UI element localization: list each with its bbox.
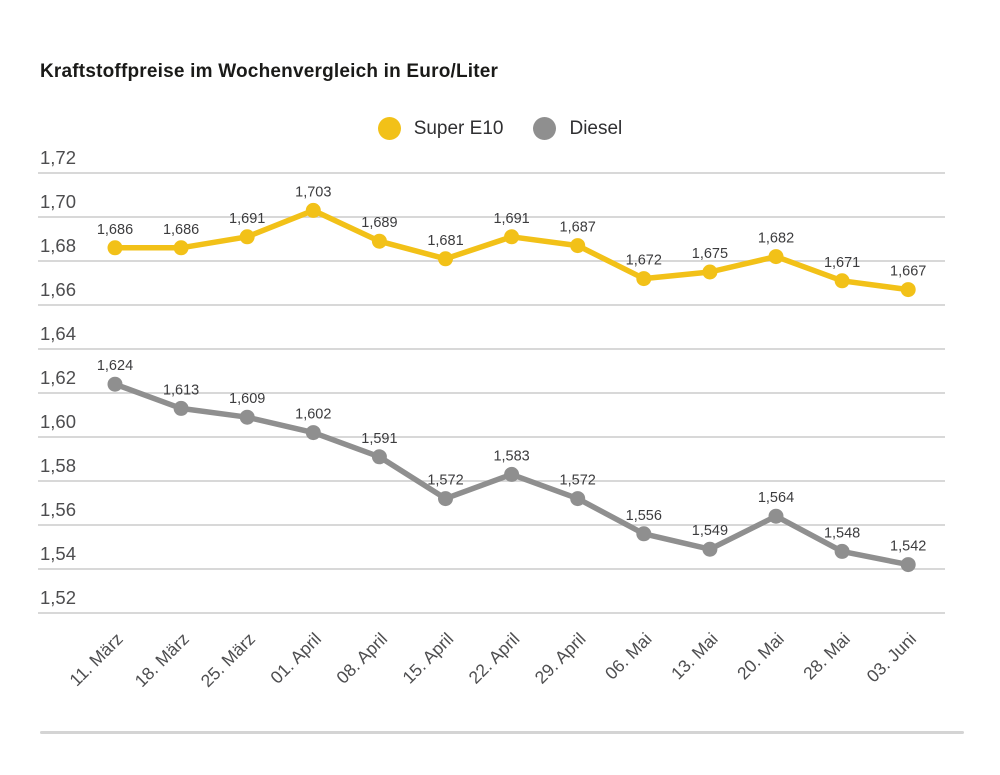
- data-point: [570, 491, 586, 507]
- data-point-label: 1,686: [97, 222, 133, 238]
- data-point: [702, 541, 718, 557]
- data-point-label: 1,675: [692, 246, 728, 262]
- data-point-label: 1,548: [824, 525, 860, 541]
- data-point: [371, 233, 387, 249]
- data-point: [305, 425, 321, 441]
- x-tick-label: 01. April: [266, 629, 325, 688]
- data-point-label: 1,689: [361, 215, 397, 231]
- data-point-label: 1,602: [295, 407, 331, 423]
- legend-item-diesel: Diesel: [533, 117, 622, 140]
- data-point: [834, 543, 850, 559]
- data-point-label: 1,591: [361, 431, 397, 447]
- x-tick-label: 28. Mai: [799, 629, 854, 684]
- super-e10-dot-icon: [377, 117, 401, 140]
- data-point: [239, 229, 255, 245]
- data-point-label: 1,687: [560, 220, 596, 236]
- data-point: [834, 273, 850, 289]
- data-point-label: 1,613: [163, 382, 199, 398]
- data-point-label: 1,682: [758, 231, 794, 247]
- y-tick-label: 1,66: [40, 279, 76, 300]
- x-tick-label: 08. April: [332, 629, 391, 688]
- data-point-label: 1,542: [890, 539, 926, 555]
- data-point: [900, 557, 916, 573]
- data-point-label: 1,681: [427, 233, 463, 249]
- data-point: [305, 202, 321, 218]
- legend-item-super-e10: Super E10: [377, 117, 504, 140]
- y-tick-label: 1,58: [40, 455, 76, 476]
- data-point: [239, 409, 255, 425]
- y-tick-label: 1,56: [40, 499, 76, 520]
- data-point: [504, 466, 520, 482]
- bottom-separator: [40, 731, 964, 734]
- data-point-label: 1,572: [427, 473, 463, 489]
- y-tick-label: 1,52: [40, 587, 76, 608]
- data-point: [504, 229, 520, 245]
- data-point-label: 1,691: [493, 211, 529, 227]
- data-point-label: 1,556: [626, 508, 662, 524]
- data-point: [570, 238, 586, 254]
- data-point-label: 1,672: [626, 253, 662, 269]
- data-point: [107, 376, 123, 392]
- y-tick-label: 1,68: [40, 235, 76, 256]
- chart-title: Kraftstoffpreise im Wochenvergleich in E…: [40, 60, 499, 82]
- data-point-label: 1,583: [493, 448, 529, 464]
- legend-label-super-e10: Super E10: [413, 117, 504, 139]
- y-tick-label: 1,70: [40, 191, 76, 212]
- x-tick-label: 20. Mai: [733, 629, 788, 684]
- legend-label-diesel: Diesel: [569, 117, 623, 139]
- data-point-label: 1,686: [163, 222, 199, 238]
- y-tick-label: 1,72: [40, 150, 76, 168]
- data-point: [107, 240, 123, 256]
- x-tick-label: 06. Mai: [601, 629, 656, 684]
- data-point: [768, 508, 784, 524]
- x-tick-label: 11. März: [65, 629, 126, 690]
- data-point-label: 1,671: [824, 255, 860, 271]
- y-tick-label: 1,62: [40, 367, 76, 388]
- data-point: [438, 251, 453, 267]
- data-point-label: 1,609: [229, 391, 265, 407]
- data-point-label: 1,564: [758, 490, 794, 506]
- data-point-label: 1,624: [97, 358, 133, 374]
- price-line-chart: 1,72 1,70 1,68 1,66 1,64 1,62 1,60 1,58 1,56 1,54…: [38, 150, 945, 691]
- data-point: [636, 271, 652, 287]
- x-tick-label: 03. Juni: [863, 629, 920, 686]
- data-point-label: 1,572: [560, 473, 596, 489]
- diesel-dot-icon: [533, 117, 557, 140]
- y-tick-label: 1,54: [40, 543, 76, 564]
- chart-legend: Super E10 Diesel: [0, 117, 1000, 140]
- data-point: [900, 282, 916, 298]
- data-point: [636, 526, 652, 542]
- data-point: [173, 240, 189, 256]
- data-point: [438, 491, 453, 507]
- x-tick-label: 13. Mai: [667, 629, 722, 684]
- data-point-label: 1,691: [229, 211, 265, 227]
- data-point: [371, 449, 387, 465]
- data-point-label: 1,549: [692, 523, 728, 539]
- y-tick-label: 1,60: [40, 411, 76, 432]
- data-point-label: 1,703: [295, 184, 331, 200]
- data-point: [702, 264, 718, 280]
- x-tick-label: 22. April: [465, 629, 524, 688]
- x-tick-label: 29. April: [531, 629, 590, 688]
- data-point: [768, 249, 784, 265]
- data-point-label: 1,667: [890, 264, 926, 280]
- x-tick-label: 15. April: [398, 629, 457, 688]
- data-point: [173, 400, 189, 416]
- x-tick-label: 25. März: [197, 629, 259, 691]
- y-tick-label: 1,64: [40, 323, 76, 344]
- x-tick-label: 18. März: [131, 629, 193, 691]
